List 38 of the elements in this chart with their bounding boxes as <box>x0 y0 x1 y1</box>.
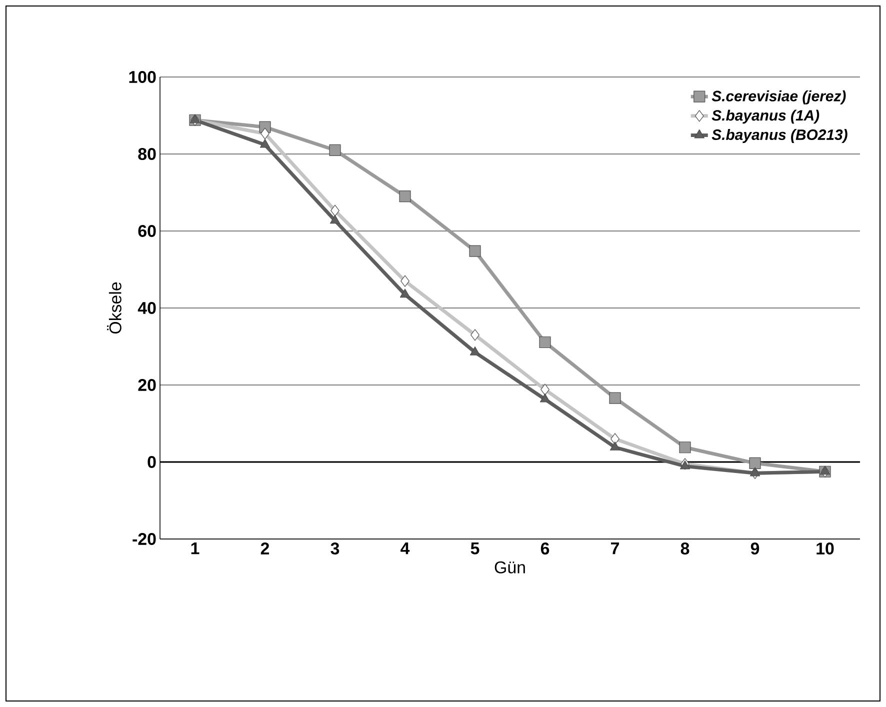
y-tick-label: 100 <box>129 70 156 83</box>
x-tick-label: 10 <box>816 542 834 555</box>
x-tick-label: 9 <box>750 542 760 555</box>
point <box>679 442 691 454</box>
y-tick-label: 20 <box>138 379 156 391</box>
legend-label: S.bayanus (1A) <box>712 110 820 124</box>
point <box>400 288 410 298</box>
point <box>190 114 200 124</box>
point <box>399 190 411 202</box>
point <box>750 467 760 476</box>
point <box>820 466 830 475</box>
x-tick-label: 6 <box>540 542 550 555</box>
y-tick-label: 0 <box>148 456 156 468</box>
x-tick-label: 5 <box>470 542 480 554</box>
y-tick-label: -20 <box>132 533 156 545</box>
x-tick-label: 3 <box>330 542 340 555</box>
point <box>260 138 270 148</box>
point <box>609 392 621 404</box>
point <box>540 393 550 402</box>
point <box>610 442 620 450</box>
point <box>329 144 341 156</box>
x-tick-label: 1 <box>191 542 200 554</box>
x-tick-label: 7 <box>611 542 619 554</box>
x-tick-label: 8 <box>680 542 690 555</box>
point <box>469 245 481 257</box>
point <box>470 346 480 356</box>
x-axis-title: Gün <box>494 561 525 574</box>
point <box>749 457 761 469</box>
x-tick-label: 2 <box>260 542 270 554</box>
y-tick-label: 40 <box>138 302 156 314</box>
legend-label: S.cerevisiae (jerez) <box>712 90 846 104</box>
y-tick-label: 60 <box>138 224 156 237</box>
point <box>330 214 340 224</box>
point <box>539 336 551 348</box>
x-tick-label: 4 <box>400 542 410 554</box>
y-tick-label: 80 <box>138 148 156 160</box>
y-axis-title: Öksele <box>107 282 122 334</box>
legend-label: S.bayanus (BO213) <box>712 129 848 143</box>
